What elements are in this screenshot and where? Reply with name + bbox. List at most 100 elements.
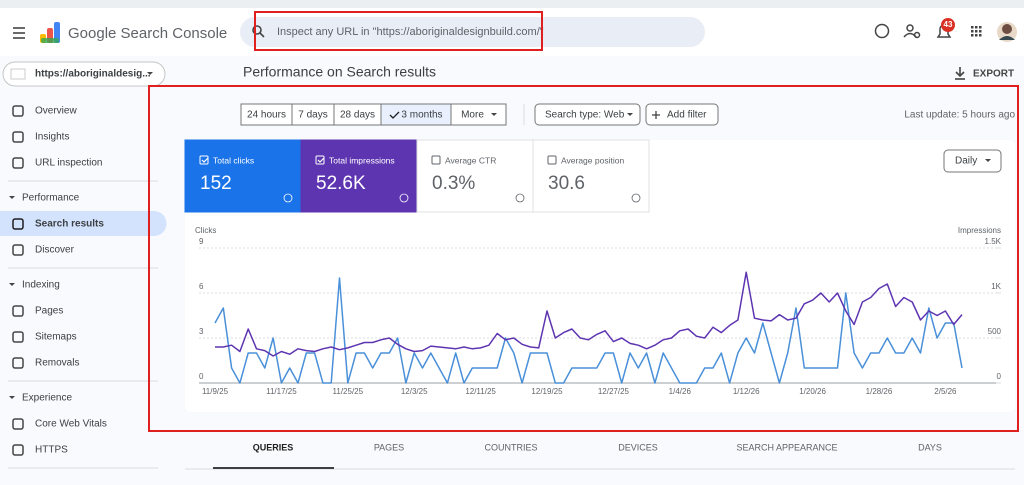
tab[interactable]: DAYS <box>918 442 942 452</box>
x-tick-label: 12/19/25 <box>531 387 563 396</box>
x-tick-label: 1/12/26 <box>733 387 760 396</box>
nav-item[interactable]: Pages <box>35 306 63 317</box>
tab[interactable]: SEARCH APPEARANCE <box>736 442 837 452</box>
property-selector[interactable] <box>2 61 166 87</box>
metric-tile[interactable] <box>532 139 650 213</box>
notification-count: 43 <box>944 20 953 29</box>
x-tick-label: 11/9/25 <box>202 387 229 396</box>
date-range-label: More <box>461 110 484 121</box>
metric-value: 30.6 <box>548 173 585 194</box>
granularity: Daily <box>955 156 977 167</box>
avatar[interactable] <box>997 22 1017 42</box>
date-range-label: 24 hours <box>247 110 286 121</box>
section-caret <box>9 196 15 199</box>
x-tick-label: 12/11/25 <box>465 387 496 396</box>
nav-item[interactable]: HTTPS <box>35 445 68 456</box>
search-placeholder: Inspect any URL in "https://aboriginalde… <box>277 26 544 38</box>
nav-section[interactable]: Experience <box>22 393 72 404</box>
series-line <box>215 271 963 357</box>
page-title: Performance on Search results <box>243 64 436 80</box>
y2-tick-label: 1K <box>991 282 1001 291</box>
y-axis-label: Clicks <box>195 226 216 235</box>
metric-value: 0.3% <box>432 173 475 194</box>
search-type-button[interactable] <box>534 103 641 126</box>
nav-item[interactable]: Core Web Vitals <box>35 419 107 430</box>
tab[interactable]: COUNTRIES <box>484 442 537 452</box>
nav-item[interactable]: Insights <box>35 132 69 143</box>
metric-label: Total impressions <box>329 155 395 165</box>
date-range-button[interactable] <box>450 103 507 126</box>
checkbox-check <box>201 157 209 163</box>
x-tick-label: 1/20/26 <box>799 387 826 396</box>
export-button[interactable]: EXPORT <box>973 69 1014 80</box>
nav-icon <box>12 444 24 456</box>
section-caret <box>9 283 15 286</box>
x-tick-label: 11/17/25 <box>266 387 297 396</box>
nav-icon <box>12 131 24 143</box>
plus-icon <box>652 111 660 119</box>
metric-tile[interactable] <box>416 139 534 213</box>
nav-icon <box>12 357 24 369</box>
help-icon <box>515 193 525 203</box>
metric-value: 52.6K <box>316 173 366 194</box>
x-tick-label: 1/4/26 <box>669 387 692 396</box>
y-tick-label: 9 <box>199 237 204 246</box>
metric-tile[interactable] <box>184 139 302 213</box>
nav-icon <box>12 157 24 169</box>
metric-checkbox <box>547 155 557 165</box>
nav-icon <box>12 244 24 256</box>
notifications-button[interactable] <box>936 18 955 38</box>
check-icon <box>389 111 400 119</box>
tab[interactable]: QUERIES <box>253 442 294 452</box>
metric-checkbox <box>315 155 325 165</box>
search-box[interactable] <box>240 17 705 47</box>
metric-checkbox <box>431 155 441 165</box>
metric-label: Average CTR <box>445 155 496 165</box>
metric-checkbox <box>199 155 209 165</box>
nav-item[interactable]: Discover <box>35 245 75 256</box>
add-filter-button[interactable] <box>645 103 719 126</box>
x-tick-label: 1/28/26 <box>866 387 893 396</box>
logo <box>40 22 60 43</box>
nav-item[interactable]: Sitemaps <box>35 332 77 343</box>
tab[interactable]: DEVICES <box>618 442 658 452</box>
x-tick-label: 11/25/25 <box>333 387 364 396</box>
users-button[interactable] <box>903 24 921 39</box>
checkbox-check <box>317 157 325 163</box>
x-tick-label: 12/3/25 <box>401 387 428 396</box>
tab[interactable]: PAGES <box>374 442 404 452</box>
highlight-box <box>254 11 543 51</box>
metric-label: Average position <box>561 155 624 165</box>
product-name: Google Search Console <box>68 25 227 42</box>
nav-item[interactable]: Removals <box>35 358 79 369</box>
nav-item[interactable]: Search results <box>35 219 104 230</box>
selected-nav-bg <box>0 211 167 236</box>
y-tick-label: 3 <box>199 327 204 336</box>
x-tick-label: 2/5/26 <box>934 387 957 396</box>
tab-underline <box>213 467 334 469</box>
y-tick-label: 0 <box>199 372 204 381</box>
browser-strip <box>0 0 1024 8</box>
y-tick-label: 6 <box>199 282 204 291</box>
nav-item[interactable]: URL inspection <box>35 158 102 169</box>
y2-tick-label: 0 <box>997 372 1002 381</box>
nav-section[interactable]: Indexing <box>22 280 60 291</box>
nav-section[interactable]: Performance <box>22 193 80 204</box>
granularity-dropdown[interactable] <box>943 149 1002 173</box>
date-range-label: 7 days <box>298 110 327 121</box>
nav-icon <box>12 418 24 430</box>
help-icon <box>283 193 293 203</box>
highlight-box <box>148 85 1019 432</box>
menu-button[interactable] <box>13 27 25 39</box>
x-tick-label: 12/27/25 <box>598 387 630 396</box>
y2-axis-label: Impressions <box>958 226 1001 235</box>
nav-item[interactable]: Overview <box>35 106 77 117</box>
help-icon <box>631 193 641 203</box>
y2-tick-label: 1.5K <box>985 237 1002 246</box>
apps-button[interactable] <box>971 26 982 37</box>
section-caret <box>9 396 15 399</box>
nav-icon <box>12 105 24 117</box>
search-icon <box>252 25 265 38</box>
help-button[interactable] <box>874 23 890 39</box>
